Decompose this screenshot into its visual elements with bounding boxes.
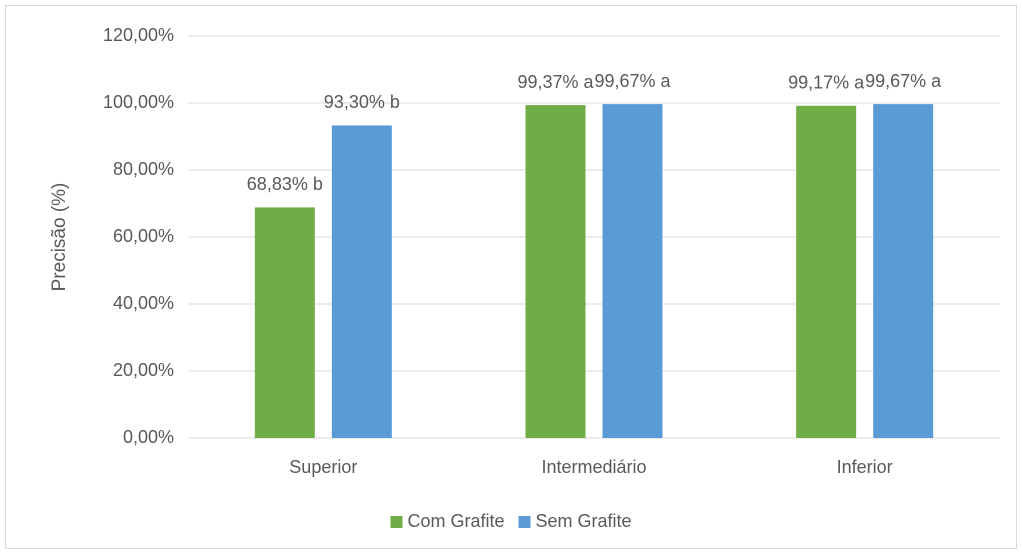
data-label: 99,37% a [517,72,594,92]
bar [873,104,934,438]
x-tick-label: Inferior [837,457,893,477]
bar [331,125,392,438]
bar [254,207,315,438]
legend-swatch [390,516,403,528]
y-tick-label: 0,00% [123,427,174,447]
y-axis-title: Precisão (%) [49,183,70,292]
data-label: 68,83% b [247,174,323,194]
x-tick-label: Superior [289,457,357,477]
data-label: 99,67% a [865,71,942,91]
bar [796,105,857,438]
legend-swatch [518,516,531,528]
y-tick-label: 80,00% [113,159,174,179]
data-label: 93,30% b [324,92,400,112]
y-tick-label: 100,00% [103,92,174,112]
x-tick-label: Intermediário [541,457,646,477]
bar [602,104,663,438]
bar [525,105,586,438]
y-tick-label: 20,00% [113,360,174,380]
legend-label: Com Grafite [407,511,504,531]
y-tick-label: 120,00% [103,25,174,45]
data-label: 99,67% a [594,71,671,91]
y-tick-label: 60,00% [113,226,174,246]
data-label: 99,17% a [788,73,865,93]
legend-label: Sem Grafite [536,511,632,531]
y-tick-label: 40,00% [113,293,174,313]
